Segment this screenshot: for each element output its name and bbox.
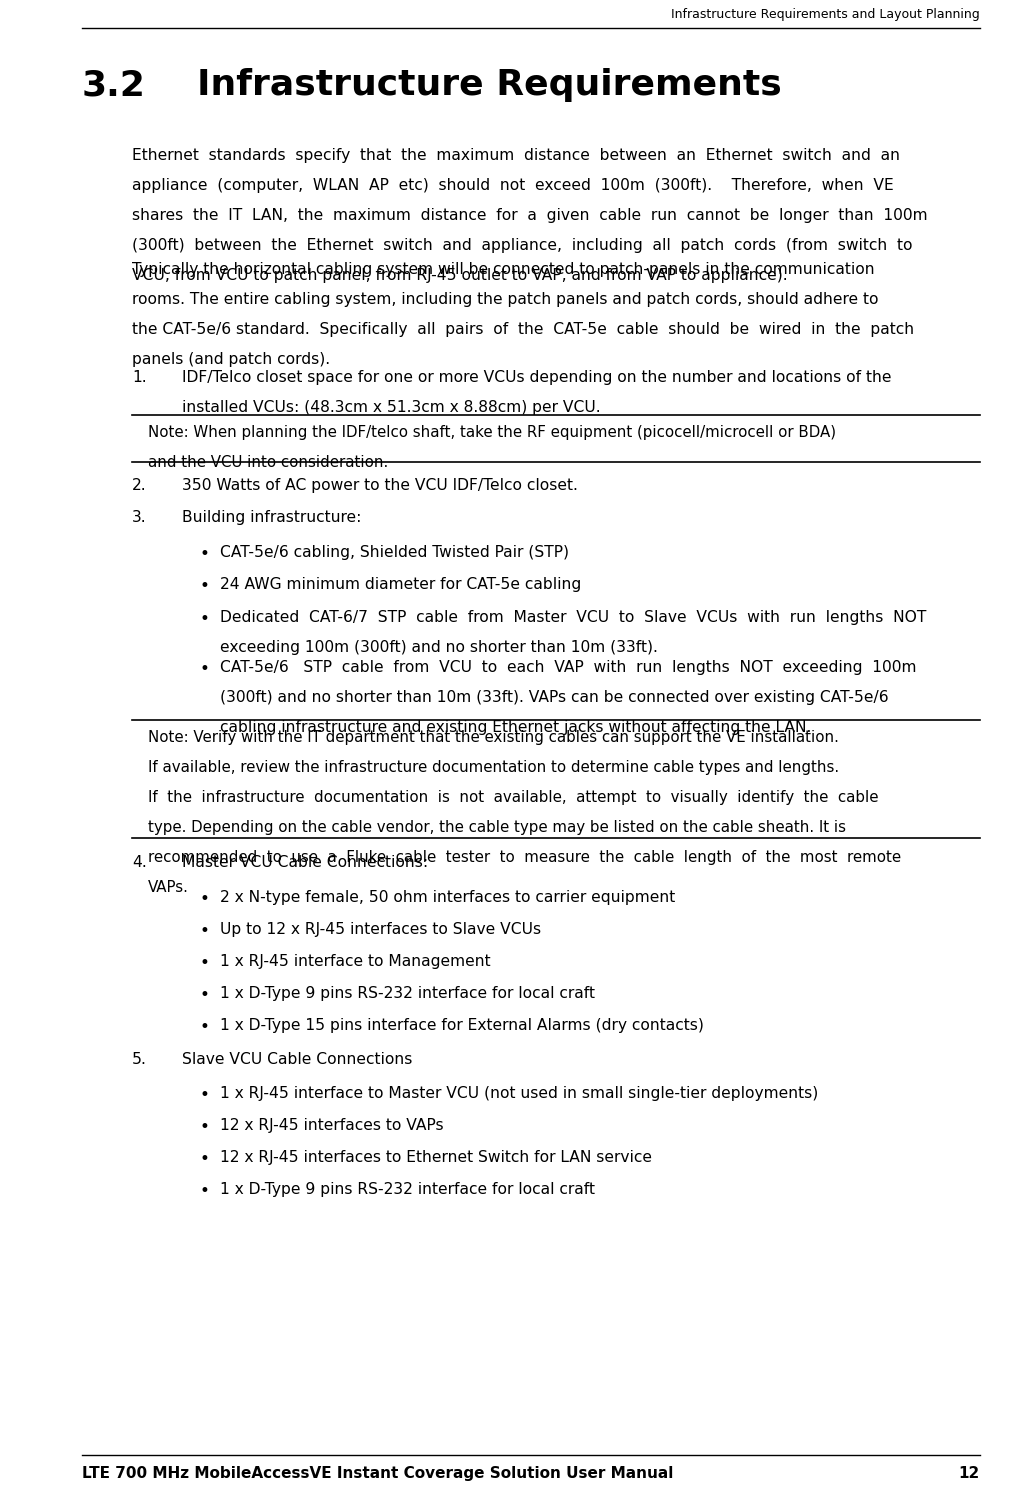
Text: 1 x D-Type 9 pins RS-232 interface for local craft: 1 x D-Type 9 pins RS-232 interface for l…	[220, 986, 595, 1001]
Text: 1 x D-Type 15 pins interface for External Alarms (dry contacts): 1 x D-Type 15 pins interface for Externa…	[220, 1017, 704, 1032]
Text: •: •	[200, 955, 210, 973]
Text: 5.: 5.	[132, 1052, 147, 1067]
Text: •: •	[200, 922, 210, 940]
Text: (300ft)  between  the  Ethernet  switch  and  appliance,  including  all  patch : (300ft) between the Ethernet switch and …	[132, 238, 912, 252]
Text: exceeding 100m (300ft) and no shorter than 10m (33ft).: exceeding 100m (300ft) and no shorter th…	[220, 639, 658, 654]
Text: •: •	[200, 1118, 210, 1135]
Text: Note: When planning the IDF/telco shaft, take the RF equipment (picocell/microce: Note: When planning the IDF/telco shaft,…	[148, 424, 837, 441]
Text: and the VCU into consideration.: and the VCU into consideration.	[148, 456, 388, 471]
Text: •: •	[200, 660, 210, 678]
Text: 1 x RJ-45 interface to Management: 1 x RJ-45 interface to Management	[220, 955, 490, 970]
Text: 1 x RJ-45 interface to Master VCU (not used in small single-tier deployments): 1 x RJ-45 interface to Master VCU (not u…	[220, 1086, 818, 1101]
Text: VAPs.: VAPs.	[148, 880, 189, 895]
Text: 2 x N-type female, 50 ohm interfaces to carrier equipment: 2 x N-type female, 50 ohm interfaces to …	[220, 890, 676, 905]
Text: the CAT-5e/6 standard.  Specifically  all  pairs  of  the  CAT-5e  cable  should: the CAT-5e/6 standard. Specifically all …	[132, 323, 914, 338]
Text: 1 x D-Type 9 pins RS-232 interface for local craft: 1 x D-Type 9 pins RS-232 interface for l…	[220, 1182, 595, 1197]
Text: CAT-5e/6   STP  cable  from  VCU  to  each  VAP  with  run  lengths  NOT  exceed: CAT-5e/6 STP cable from VCU to each VAP …	[220, 660, 916, 675]
Text: 350 Watts of AC power to the VCU IDF/Telco closet.: 350 Watts of AC power to the VCU IDF/Tel…	[182, 478, 578, 493]
Text: If available, review the infrastructure documentation to determine cable types a: If available, review the infrastructure …	[148, 760, 839, 775]
Text: Master VCU Cable Connections:: Master VCU Cable Connections:	[182, 855, 428, 870]
Text: Infrastructure Requirements: Infrastructure Requirements	[197, 69, 782, 102]
Text: IDF/Telco closet space for one or more VCUs depending on the number and location: IDF/Telco closet space for one or more V…	[182, 371, 892, 385]
Text: •: •	[200, 610, 210, 627]
Text: •: •	[200, 1182, 210, 1200]
Text: 12: 12	[959, 1466, 980, 1481]
Text: Up to 12 x RJ-45 interfaces to Slave VCUs: Up to 12 x RJ-45 interfaces to Slave VCU…	[220, 922, 541, 937]
Text: Dedicated  CAT-6/7  STP  cable  from  Master  VCU  to  Slave  VCUs  with  run  l: Dedicated CAT-6/7 STP cable from Master …	[220, 610, 926, 624]
Text: Note: Verify with the IT department that the existing cables can support the VE : Note: Verify with the IT department that…	[148, 731, 839, 746]
Text: •: •	[200, 577, 210, 595]
Text: •: •	[200, 1150, 210, 1168]
Text: panels (and patch cords).: panels (and patch cords).	[132, 353, 330, 368]
Text: If  the  infrastructure  documentation  is  not  available,  attempt  to  visual: If the infrastructure documentation is n…	[148, 790, 878, 805]
Text: (300ft) and no shorter than 10m (33ft). VAPs can be connected over existing CAT-: (300ft) and no shorter than 10m (33ft). …	[220, 690, 889, 705]
Text: Ethernet  standards  specify  that  the  maximum  distance  between  an  Etherne: Ethernet standards specify that the maxi…	[132, 148, 900, 163]
Text: appliance  (computer,  WLAN  AP  etc)  should  not  exceed  100m  (300ft).    Th: appliance (computer, WLAN AP etc) should…	[132, 178, 894, 193]
Text: shares  the  IT  LAN,  the  maximum  distance  for  a  given  cable  run  cannot: shares the IT LAN, the maximum distance …	[132, 208, 927, 223]
Text: Infrastructure Requirements and Layout Planning: Infrastructure Requirements and Layout P…	[672, 7, 980, 21]
Text: 24 AWG minimum diameter for CAT-5e cabling: 24 AWG minimum diameter for CAT-5e cabli…	[220, 577, 581, 592]
Text: LTE 700 MHz MobileAccessVE Instant Coverage Solution User Manual: LTE 700 MHz MobileAccessVE Instant Cover…	[82, 1466, 674, 1481]
Text: •: •	[200, 545, 210, 563]
Text: installed VCUs: (48.3cm x 51.3cm x 8.88cm) per VCU.: installed VCUs: (48.3cm x 51.3cm x 8.88c…	[182, 400, 600, 415]
Text: VCU, from VCU to patch panel, from RJ-45 outlet to VAP, and from VAP to applianc: VCU, from VCU to patch panel, from RJ-45…	[132, 267, 788, 282]
Text: cabling infrastructure and existing Ethernet jacks without affecting the LAN.: cabling infrastructure and existing Ethe…	[220, 720, 811, 735]
Text: rooms. The entire cabling system, including the patch panels and patch cords, sh: rooms. The entire cabling system, includ…	[132, 291, 878, 306]
Text: 3.2: 3.2	[82, 69, 146, 102]
Text: Slave VCU Cable Connections: Slave VCU Cable Connections	[182, 1052, 413, 1067]
Text: •: •	[200, 986, 210, 1004]
Text: recommended  to  use  a  Fluke  cable  tester  to  measure  the  cable  length  : recommended to use a Fluke cable tester …	[148, 850, 901, 865]
Text: 12 x RJ-45 interfaces to VAPs: 12 x RJ-45 interfaces to VAPs	[220, 1118, 443, 1132]
Text: 4.: 4.	[132, 855, 147, 870]
Text: Typically the horizontal cabling system will be connected to patch-panels in the: Typically the horizontal cabling system …	[132, 261, 874, 276]
Text: 3.: 3.	[132, 509, 147, 524]
Text: •: •	[200, 1086, 210, 1104]
Text: type. Depending on the cable vendor, the cable type may be listed on the cable s: type. Depending on the cable vendor, the…	[148, 820, 846, 835]
Text: •: •	[200, 1017, 210, 1035]
Text: Building infrastructure:: Building infrastructure:	[182, 509, 362, 524]
Text: CAT-5e/6 cabling, Shielded Twisted Pair (STP): CAT-5e/6 cabling, Shielded Twisted Pair …	[220, 545, 569, 560]
Text: 12 x RJ-45 interfaces to Ethernet Switch for LAN service: 12 x RJ-45 interfaces to Ethernet Switch…	[220, 1150, 652, 1165]
Text: 1.: 1.	[132, 371, 147, 385]
Text: 2.: 2.	[132, 478, 147, 493]
Text: •: •	[200, 890, 210, 908]
